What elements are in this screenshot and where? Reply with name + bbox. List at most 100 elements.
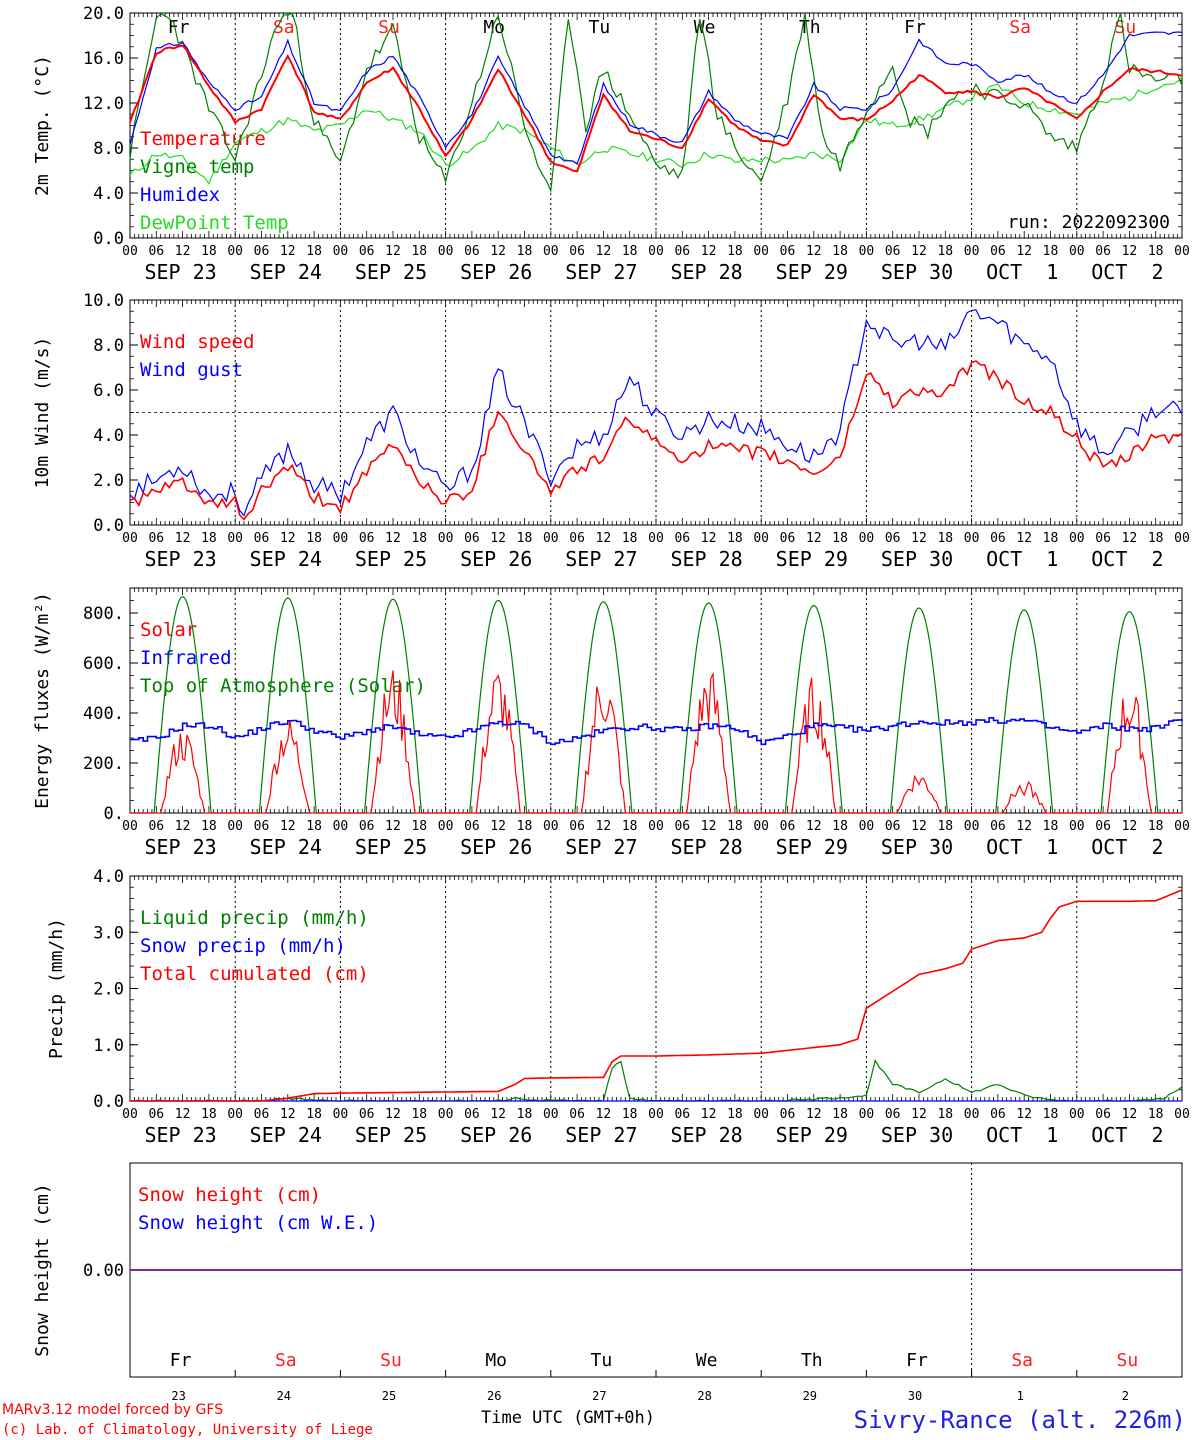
precip-hour-label: 18 xyxy=(201,1107,217,1122)
wind-hour-label: 18 xyxy=(622,531,638,546)
snow-day-name: Mo xyxy=(485,1350,507,1371)
snow-day-number: 24 xyxy=(277,1389,291,1403)
wind-hour-label: 06 xyxy=(148,531,164,546)
energy-ytick-label: 200. xyxy=(83,754,124,774)
wind-hour-label: 12 xyxy=(596,531,612,546)
precip-hour-label: 06 xyxy=(569,1107,585,1122)
temp-day-name: Th xyxy=(799,17,821,38)
wind-hour-label: 12 xyxy=(911,531,927,546)
total-cumulated-line xyxy=(130,889,1183,1102)
wind-hour-label: 00 xyxy=(1069,531,1085,546)
precip-date-label: SEP 29 xyxy=(776,1123,848,1147)
wind-hour-label: 06 xyxy=(359,531,375,546)
energy-hour-label: 00 xyxy=(648,819,664,834)
wind-hour-label: 12 xyxy=(490,531,506,546)
precip-ytick-label: 0.0 xyxy=(93,1092,124,1112)
panel-wind: 0.0 2.0 4.0 6.0 8.0 10.0 10m Wind (m/s) 00 06 12 1… xyxy=(32,291,1190,571)
energy-hour-label: 00 xyxy=(333,819,349,834)
snow-ytick-label: 0.00 xyxy=(83,1261,124,1281)
energy-date-label: SEP 25 xyxy=(355,835,427,859)
energy-hour-label: 12 xyxy=(701,819,717,834)
wind-hour-label: 06 xyxy=(674,531,690,546)
temp-hour-label: 06 xyxy=(148,244,164,259)
wind-hour-label: 18 xyxy=(411,531,427,546)
wind-date-label: SEP 28 xyxy=(670,547,742,571)
temp-hour-label: 06 xyxy=(359,244,375,259)
wind-hour-label: 18 xyxy=(201,531,217,546)
precip-hour-label: 06 xyxy=(148,1107,164,1122)
humidex-line xyxy=(129,31,1183,165)
wind-hour-label: 00 xyxy=(333,531,349,546)
wind-gust-line xyxy=(129,309,1183,517)
energy-hour-label: 06 xyxy=(990,819,1006,834)
panel-temp: 0.0 4.0 8.0 12.0 16.0 20.0 2m Temp. (°C) 00 06 12… xyxy=(32,4,1190,284)
temp-day-name: Su xyxy=(1115,17,1137,38)
energy-ytick-label: 0. xyxy=(104,804,124,824)
wind-hour-label: 18 xyxy=(832,531,848,546)
precip-hour-label: 12 xyxy=(385,1107,401,1122)
temp-hour-label: 00 xyxy=(648,244,664,259)
precip-legend-1: Snow precip (mm/h) xyxy=(140,935,346,957)
energy-hour-label: 18 xyxy=(727,819,743,834)
wind-hour-label: 00 xyxy=(438,531,454,546)
temp-hour-label: 12 xyxy=(385,244,401,259)
precip-hour-label: 18 xyxy=(622,1107,638,1122)
snow-day-name: Sa xyxy=(275,1350,297,1371)
snow-legend-0: Snow height (cm) xyxy=(138,1184,321,1206)
temp-hour-label: 12 xyxy=(490,244,506,259)
wind-hour-label: 12 xyxy=(280,531,296,546)
wind-legend-1: Wind gust xyxy=(140,359,243,381)
precip-hour-label: 18 xyxy=(517,1107,533,1122)
energy-hour-label: 06 xyxy=(674,819,690,834)
precip-date-label: SEP 23 xyxy=(144,1123,216,1147)
snow-day-number: 2 xyxy=(1122,1389,1129,1403)
panel-energy: 0. 200. 400. 600. 800. Energy fluxes (W/m²) 00… xyxy=(32,587,1190,859)
wind-ytick-label: 2.0 xyxy=(93,471,124,491)
temp-legend-3: DewPoint Temp xyxy=(140,212,289,234)
temp-hour-label: 12 xyxy=(911,244,927,259)
wind-hour-label: 18 xyxy=(1043,531,1059,546)
temp-date-label: SEP 24 xyxy=(250,260,322,284)
model-credit: MARv3.12 model forced by GFS xyxy=(2,1402,223,1418)
temp-ytick-label: 8.0 xyxy=(93,139,124,159)
precip-hour-label: 00 xyxy=(1174,1107,1190,1122)
precip-hour-label: 00 xyxy=(753,1107,769,1122)
station-label: Sivry-Rance (alt. 226m) xyxy=(854,1406,1186,1434)
temp-hour-label: 06 xyxy=(990,244,1006,259)
energy-hour-label: 00 xyxy=(122,819,138,834)
wind-hour-label: 00 xyxy=(648,531,664,546)
precip-hour-label: 06 xyxy=(464,1107,480,1122)
precip-hour-label: 06 xyxy=(674,1107,690,1122)
precip-hour-label: 00 xyxy=(859,1107,875,1122)
temp-ytick-label: 16.0 xyxy=(83,49,124,69)
snow-legend-1: Snow height (cm W.E.) xyxy=(138,1212,378,1234)
temp-date-label: SEP 26 xyxy=(460,260,532,284)
wind-ytick-label: 6.0 xyxy=(93,381,124,401)
temp-hour-label: 18 xyxy=(517,244,533,259)
temp-hour-label: 00 xyxy=(227,244,243,259)
energy-hour-label: 06 xyxy=(780,819,796,834)
precip-hour-label: 12 xyxy=(1122,1107,1138,1122)
temp-hour-label: 00 xyxy=(122,244,138,259)
energy-ytick-label: 600. xyxy=(83,654,124,674)
precip-hour-label: 06 xyxy=(990,1107,1006,1122)
wind-date-label: OCT 1 xyxy=(986,547,1058,571)
temp-hour-label: 18 xyxy=(1043,244,1059,259)
temp-hour-label: 00 xyxy=(1174,244,1190,259)
temp-date-label: OCT 1 xyxy=(986,260,1058,284)
temp-hour-label: 12 xyxy=(596,244,612,259)
precip-hour-label: 00 xyxy=(333,1107,349,1122)
temp-day-name: Sa xyxy=(1009,17,1031,38)
wind-hour-label: 18 xyxy=(1148,531,1164,546)
temp-hour-label: 12 xyxy=(175,244,191,259)
snow-day-name: Fr xyxy=(906,1350,928,1371)
temp-hour-label: 18 xyxy=(411,244,427,259)
energy-date-label: SEP 30 xyxy=(881,835,953,859)
temp-hour-label: 00 xyxy=(543,244,559,259)
wind-hour-label: 12 xyxy=(175,531,191,546)
snow-day-name: Su xyxy=(380,1350,402,1371)
wind-hour-label: 00 xyxy=(1174,531,1190,546)
energy-legend-1: Infrared xyxy=(140,647,232,669)
precip-hour-label: 12 xyxy=(596,1107,612,1122)
temp-date-label: SEP 25 xyxy=(355,260,427,284)
